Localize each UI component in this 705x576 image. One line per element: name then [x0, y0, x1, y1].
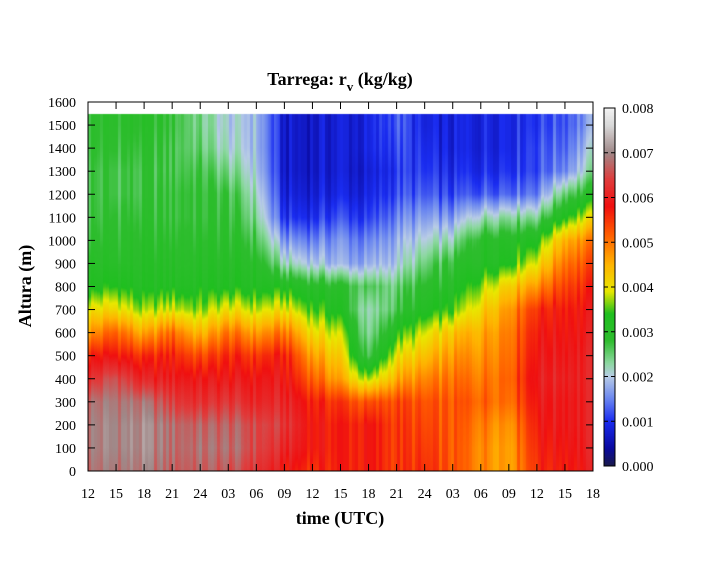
- y-tick-label: 900: [55, 257, 76, 272]
- y-tick-label: 200: [55, 419, 76, 434]
- colorbar-tick-label: 0.004: [622, 281, 654, 296]
- y-tick-label: 1400: [48, 142, 76, 157]
- heatmap-image: [88, 102, 593, 471]
- x-tick-label: 15: [334, 487, 348, 502]
- colorbar-tick-label: 0.006: [622, 192, 654, 207]
- x-tick-label: 06: [249, 487, 263, 502]
- colorbar-ticks: 0.000 0.001 0.002 0.003 0.004 0.005 0.006 0.007…: [604, 102, 654, 475]
- y-tick-label: 1600: [48, 96, 76, 111]
- colorbar-image: [604, 108, 615, 466]
- colorbar-tick-label: 0.002: [622, 371, 654, 386]
- colorbar-tick-label: 0.003: [622, 326, 654, 341]
- chart-title-subscript: v: [347, 79, 354, 94]
- y-tick-label: 1000: [48, 234, 76, 249]
- colorbar-tick-label: 0.007: [622, 147, 654, 162]
- x-axis-ticks: 12 15 18 21 24 03 06 09 12 15 18 21 24 03 06 09 12 15 18: [81, 102, 600, 502]
- chart-title: Tarrega: rv (kg/kg): [267, 69, 413, 94]
- y-tick-label: 500: [55, 350, 76, 365]
- x-tick-label: 24: [418, 487, 432, 502]
- x-tick-label: 12: [530, 487, 544, 502]
- x-tick-label: 15: [109, 487, 123, 502]
- y-tick-label: 1500: [48, 119, 76, 134]
- x-tick-label: 09: [502, 487, 516, 502]
- colorbar-tick-label: 0.008: [622, 102, 654, 117]
- y-tick-label: 100: [55, 442, 76, 457]
- chart-title-units: (kg/kg): [353, 69, 413, 90]
- x-tick-label: 18: [362, 487, 376, 502]
- x-tick-label: 15: [558, 487, 572, 502]
- x-tick-label: 12: [305, 487, 319, 502]
- y-axis-label: Altura (m): [15, 245, 36, 327]
- colorbar-tick-label: 0.005: [622, 236, 654, 251]
- y-tick-label: 0: [69, 465, 76, 480]
- x-tick-label: 18: [586, 487, 600, 502]
- colorbar-tick-label: 0.001: [622, 415, 654, 430]
- y-tick-label: 300: [55, 396, 76, 411]
- y-tick-label: 600: [55, 327, 76, 342]
- y-tick-label: 1100: [49, 211, 76, 226]
- x-tick-label: 18: [137, 487, 151, 502]
- x-tick-label: 21: [390, 487, 404, 502]
- x-tick-label: 06: [474, 487, 488, 502]
- x-tick-label: 03: [446, 487, 460, 502]
- x-tick-label: 24: [193, 487, 207, 502]
- y-tick-label: 1300: [48, 165, 76, 180]
- x-tick-label: 12: [81, 487, 95, 502]
- y-tick-label: 700: [55, 304, 76, 319]
- x-tick-label: 03: [221, 487, 235, 502]
- y-tick-label: 800: [55, 281, 76, 296]
- chart-title-main: Tarrega: r: [267, 69, 346, 89]
- y-axis-ticks: 0 100 200 300 400 500 600 700 800 900 1000 1100 1200…: [48, 96, 593, 480]
- x-tick-label: 09: [277, 487, 291, 502]
- y-tick-label: 1200: [48, 188, 76, 203]
- x-axis-label: time (UTC): [296, 508, 384, 529]
- y-tick-label: 400: [55, 373, 76, 388]
- colorbar-tick-label: 0.000: [622, 460, 654, 475]
- x-tick-label: 21: [165, 487, 179, 502]
